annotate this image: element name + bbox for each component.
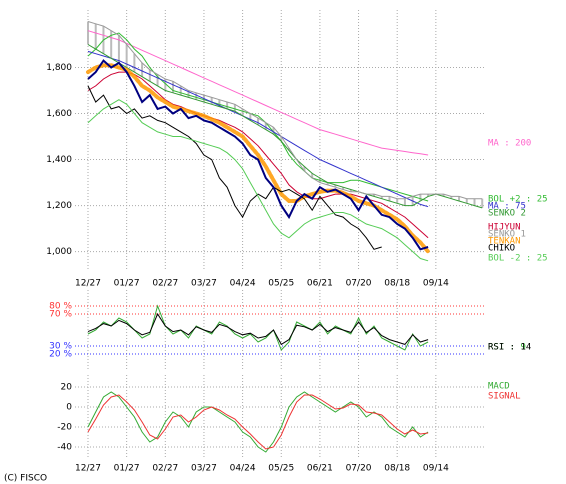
legend-label: BOL -2 : 25: [488, 254, 548, 264]
x-tick-label: 12/27: [75, 464, 101, 474]
x-tick-label: 06/21: [307, 464, 333, 474]
legend-label: BOL +2 : 25: [488, 195, 548, 205]
x-tick-label: 03/27: [191, 464, 217, 474]
y-tick-label: 70 %: [49, 310, 72, 320]
y-tick-label: 1,800: [46, 63, 72, 73]
x-tick-label: 08/18: [384, 279, 410, 289]
x-tick-label: 02/27: [152, 279, 178, 289]
x-tick-label: 04/24: [230, 279, 256, 289]
x-tick-label: 06/21: [307, 279, 333, 289]
series-line: [87, 394, 429, 450]
y-tick-label: -40: [57, 443, 72, 453]
x-tick-label: 07/20: [346, 279, 372, 289]
x-tick-label: 05/25: [268, 464, 294, 474]
legend-label: RSI : 9: [488, 343, 526, 353]
x-tick-label: 03/27: [191, 279, 217, 289]
legend-label: TENKAN: [488, 237, 521, 247]
x-tick-label: 08/18: [384, 464, 410, 474]
x-tick-label: 02/27: [152, 464, 178, 474]
series-line: [87, 312, 429, 346]
legend-label: SENKO 2: [488, 209, 526, 219]
copyright: (C) FISCO: [4, 474, 47, 484]
series-line: [87, 50, 429, 208]
series-line: [87, 391, 429, 453]
y-tick-label: 80 %: [49, 302, 72, 312]
series-line: [87, 71, 429, 239]
legend-label: RSI : 14: [488, 343, 531, 353]
y-tick-label: 1,200: [46, 201, 72, 211]
x-tick-label: 04/24: [230, 464, 256, 474]
x-tick-label: 05/25: [268, 279, 294, 289]
x-tick-label: 09/14: [423, 464, 449, 474]
series-line: [86, 63, 431, 254]
x-tick-label: 07/20: [346, 464, 372, 474]
legend-label: SIGNAL: [488, 392, 521, 402]
series-line: [87, 44, 483, 209]
legend-label: SENKO 1: [488, 230, 526, 240]
price-line: [87, 59, 429, 251]
legend-label: MA : 200: [488, 139, 531, 149]
series-line: [87, 32, 429, 202]
series-line: [87, 21, 483, 200]
y-tick-label: 20: [61, 383, 73, 393]
x-tick-label: 09/14: [423, 279, 449, 289]
y-tick-label: -20: [57, 423, 72, 433]
x-tick-label: 12/27: [75, 279, 101, 289]
series-line: [87, 85, 382, 250]
y-tick-label: 1,600: [46, 109, 72, 119]
x-tick-label: 01/27: [114, 464, 140, 474]
series-line: [87, 304, 429, 351]
legend-label: HIJYUN: [488, 223, 521, 233]
y-tick-label: 30 %: [49, 342, 72, 352]
legend-label: MA : 75: [488, 202, 526, 212]
series-line: [87, 99, 429, 262]
series-line: [87, 30, 429, 156]
y-tick-label: 1,000: [46, 247, 72, 257]
legend-label: MACD: [488, 382, 510, 392]
y-tick-label: 0: [66, 403, 72, 413]
y-tick-label: 20 %: [49, 350, 72, 360]
y-tick-label: 1,400: [46, 155, 72, 165]
x-tick-label: 01/27: [114, 279, 140, 289]
legend-label: CHIKO: [488, 244, 515, 254]
